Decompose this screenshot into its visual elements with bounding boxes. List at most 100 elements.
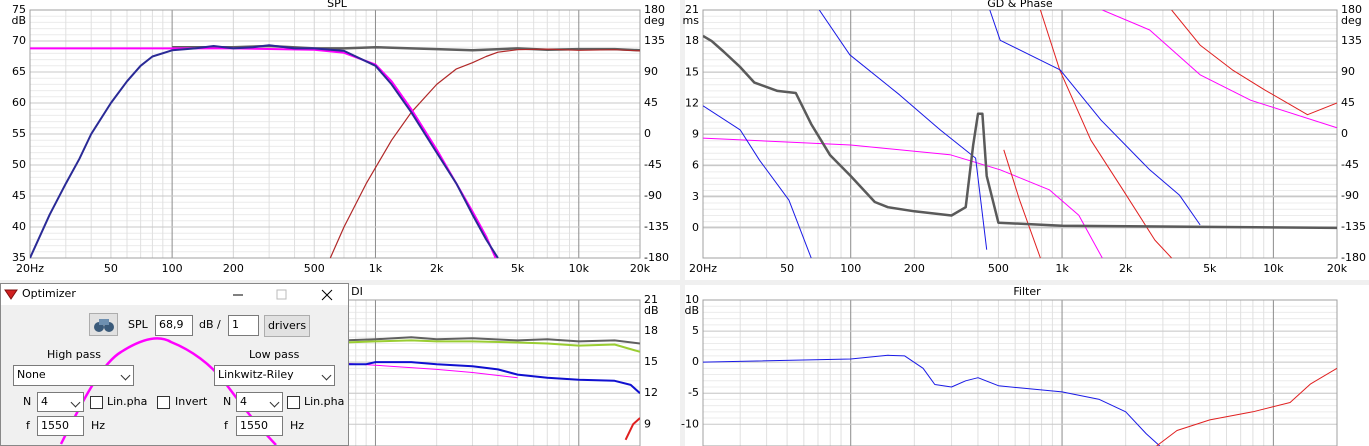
series-line [1156,367,1337,446]
low-pass-type[interactable]: Linkwitz-Riley [214,365,335,386]
chart-title: SPL [327,0,348,10]
y-tick-label: 18 [685,34,699,47]
y-tick-label: 55 [12,127,26,140]
high-pass-order[interactable]: 4 [37,392,84,412]
hz-label: Hz [91,419,106,432]
n-label: N [23,395,32,408]
y2-unit: deg [644,14,665,27]
window-title: Optimizer [22,287,76,300]
y2-tick-label: 90 [644,65,658,78]
chart-title: GD & Phase [987,0,1053,10]
driver-count-input[interactable]: 1 [228,315,259,336]
lin-pha-label: Lin.pha [107,395,148,408]
x-tick-label: 100 [162,262,183,275]
low-pass-order[interactable]: 4 [236,392,283,412]
series-line [30,47,497,259]
y2-tick-label: 135 [1341,34,1362,47]
plot-frame [29,9,641,259]
checkbox[interactable] [90,396,103,409]
f-label: f [224,419,228,432]
series-line [30,44,499,259]
y-tick-label: -5 [688,386,699,399]
y-tick-label: 45 [12,189,26,202]
x-tick-label: 50 [104,262,118,275]
y-tick-label: 0 [692,221,699,234]
y2-tick-label: 45 [644,96,658,109]
y-tick-label: 21 [685,3,699,16]
y-tick-label: 10 [685,293,699,306]
y2-tick-label: 180 [644,3,665,16]
y-tick-label: 5 [692,324,699,337]
low-pass-frequency[interactable]: 1550 [236,416,283,436]
y-tick-label: 50 [12,158,26,171]
spl-label: SPL [128,318,148,331]
series-line [703,354,1161,446]
chart-title: Filter [1013,285,1041,298]
y-tick-label: 75 [12,3,26,16]
x-tick-label: 20k [1327,262,1348,275]
high-pass-type[interactable]: None [13,365,134,386]
drivers-button[interactable]: drivers [264,315,310,337]
series-line [624,417,640,441]
x-tick-label: 200 [904,262,925,275]
x-tick-label: 500 [304,262,325,275]
y-tick-label: -10 [681,417,699,430]
y2-tick-label: 90 [1341,65,1355,78]
y-tick-label: 0 [692,355,699,368]
panel [685,0,1369,280]
optimize-button[interactable] [89,313,118,336]
x-tick-label: 2k [430,262,444,275]
checkbox[interactable] [157,396,170,409]
y-unit: ms [683,14,700,27]
y2-tick-label: 135 [644,34,665,47]
series-line [703,10,1337,259]
y-tick-label: 40 [12,220,26,233]
y2-tick-label: 9 [644,417,651,430]
y2-tick-label: -180 [644,251,669,264]
series-line [703,34,1337,230]
x-tick-label: 20Hz [16,262,44,275]
high-pass-frequency[interactable]: 1550 [37,416,84,436]
y2-tick-label: 18 [644,324,658,337]
spl-unit: dB / [199,318,221,331]
y-tick-label: 70 [12,34,26,47]
chart-title: DI [351,285,363,298]
x-tick-label: 20Hz [689,262,717,275]
panel [685,285,1369,446]
n-label: N [223,395,232,408]
y-tick-label: 15 [685,65,699,78]
invert-label: Invert [175,395,208,408]
series-line [1003,10,1337,259]
x-tick-label: 1k [369,262,383,275]
x-tick-label: 1k [1055,262,1069,275]
y-tick-label: 9 [692,128,699,141]
y2-unit: deg [1341,14,1362,27]
x-tick-label: 500 [988,262,1009,275]
plot-frame [702,299,1338,446]
y-tick-label: 60 [12,96,26,109]
y2-tick-label: -135 [644,220,669,233]
window-controls[interactable] [229,286,344,304]
y2-tick-label: 0 [644,127,651,140]
select-text: None [17,368,46,381]
spl-input[interactable]: 68,9 [155,315,193,336]
x-tick-label: 100 [840,262,861,275]
y-tick-label: 35 [12,251,26,264]
x-tick-label: 2k [1119,262,1133,275]
y-unit: dB [11,14,26,27]
checkbox[interactable] [287,396,300,409]
y-tick-label: 12 [685,96,699,109]
y2-tick-label: 21 [644,293,658,306]
lin-pha-label: Lin.pha [304,395,345,408]
title-bar [1,284,348,305]
y2-tick-label: -90 [644,189,662,202]
high-pass-label: High pass [47,348,101,361]
y2-tick-label: -90 [1341,189,1359,202]
series-line [343,336,640,345]
hz-label: Hz [290,419,305,432]
y2-tick-label: -45 [1341,158,1359,171]
select-text: 4 [240,395,247,408]
y2-tick-label: 12 [644,386,658,399]
